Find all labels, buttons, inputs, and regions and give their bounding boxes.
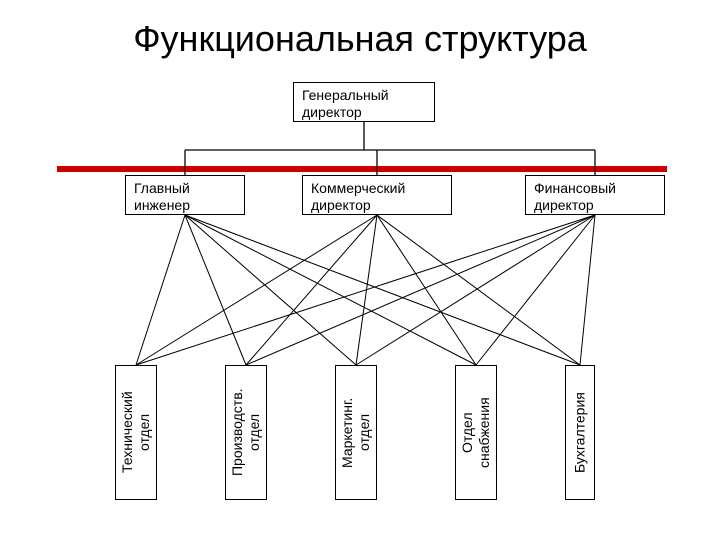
node-supply-dept: Отдел снабжения: [455, 365, 497, 500]
accent-bar: [57, 166, 667, 172]
node-production-dept: Производств. отдел: [225, 365, 267, 500]
diagram-title: Функциональная структура: [0, 18, 720, 60]
diagram-canvas: Функциональная структура Генеральный дир…: [0, 0, 720, 540]
node-commercial-dir: Коммерческий директор: [302, 175, 452, 215]
node-chief-engineer: Главный инженер: [125, 175, 245, 215]
node-accounting-dept: Бухгалтерия: [565, 365, 595, 500]
node-tech-dept: Технический отдел: [115, 365, 157, 500]
node-marketing-dept: Маркетинг. отдел: [335, 365, 377, 500]
node-financial-dir: Финансовый директор: [525, 175, 665, 215]
node-ceo: Генеральный директор: [293, 82, 435, 122]
